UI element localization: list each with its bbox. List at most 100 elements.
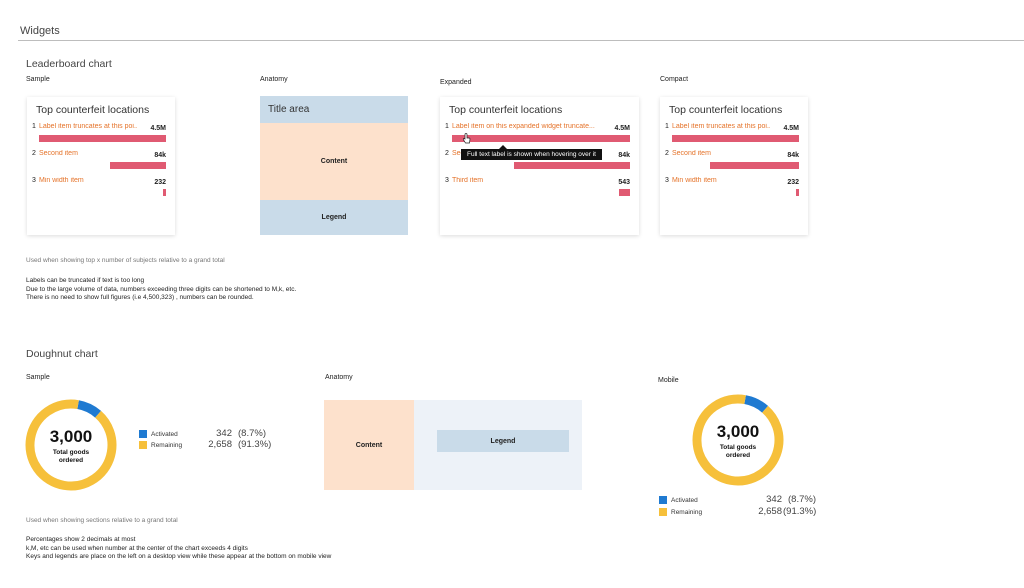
rank-number: 3 (32, 177, 36, 184)
leaderboard-bar (452, 135, 630, 142)
note-line: Keys and legends are place on the left o… (26, 553, 332, 560)
leaderboard-item-value: 4.5M (150, 125, 166, 132)
leaderboard-notes: Labels can be truncated if text is too l… (26, 277, 296, 303)
leaderboard-item-label[interactable]: Third item (452, 177, 484, 184)
doughnut-center-label: Total goods ordered (692, 444, 784, 460)
legend-pct-remaining: (91.3%) (238, 439, 272, 450)
leaderboard-item-value: 84k (618, 152, 630, 159)
card-title: Top counterfeit locations (36, 104, 150, 116)
rank-number: 3 (665, 177, 669, 184)
doughnut-mobile-caption: Mobile (658, 377, 679, 384)
doughnut-sample: 3,000 Total goods ordered (25, 399, 117, 491)
rank-number: 2 (445, 150, 449, 157)
note-line: Labels can be truncated if text is too l… (26, 277, 145, 284)
leaderboard-item-value: 84k (787, 152, 799, 159)
leaderboard-expanded-caption: Expanded (440, 79, 472, 86)
center-label-line: ordered (58, 457, 84, 464)
doughnut-mobile: 3,000 Total goods ordered (692, 394, 784, 486)
leaderboard-item-value: 4.5M (614, 125, 630, 132)
doughnut-center-label: Total goods ordered (25, 449, 117, 465)
legend-pct-activated: (8.7%) (788, 494, 816, 505)
leaderboard-item-value: 84k (154, 152, 166, 159)
anatomy-title-area: Title area (260, 96, 408, 123)
legend-label-remaining: Remaining (671, 509, 703, 516)
leaderboard-item-label[interactable]: Label item truncates at this poi... (39, 123, 137, 130)
leaderboard-sample-card: Top counterfeit locations 1 Label item tr… (27, 97, 175, 235)
rank-number: 2 (32, 150, 36, 157)
tooltip-arrow (499, 145, 507, 149)
leaderboard-item-value: 4.5M (783, 125, 799, 132)
doughnut-notes: Percentages show 2 decimals at most k,M,… (26, 536, 331, 562)
legend-count-activated: 342 (216, 428, 232, 439)
doughnut-sample-caption: Sample (26, 374, 50, 381)
doughnut-anatomy-caption: Anatomy (325, 374, 353, 381)
leaderboard-anatomy-diagram: Title area Content Legend (260, 96, 408, 235)
doughnut-segment-activated[interactable] (25, 399, 117, 491)
leaderboard-anatomy-caption: Anatomy (260, 76, 288, 83)
hand-cursor-icon (462, 133, 471, 144)
legend-count-activated: 342 (766, 494, 782, 505)
anatomy-legend-area: Legend (437, 430, 569, 452)
doughnut-chart (25, 399, 117, 491)
leaderboard-item-label[interactable]: Second item (672, 150, 711, 157)
note-line: k,M, etc can be used when number at the … (26, 544, 248, 552)
note-line: Due to the large volume of data, numbers… (26, 285, 297, 293)
leaderboard-item-label[interactable]: Label item on this expanded widget trunc… (452, 123, 595, 130)
leaderboard-sample-caption: Sample (26, 76, 50, 83)
note-line: There is no need to show full figures (i… (26, 294, 254, 301)
leaderboard-bar (796, 189, 799, 196)
doughnut-total: 3,000 (716, 422, 760, 441)
legend-label-activated: Activated (151, 431, 178, 438)
leaderboard-item-value: 232 (787, 179, 799, 186)
card-title: Top counterfeit locations (669, 104, 783, 116)
leaderboard-bar (619, 189, 630, 196)
legend-label-remaining: Remaining (151, 442, 183, 449)
leaderboard-item-label[interactable]: Min width item (672, 177, 717, 184)
card-title: Top counterfeit locations (449, 104, 563, 116)
doughnut-total: 3,000 (49, 427, 93, 446)
rank-number: 1 (445, 123, 449, 130)
doughnut-section-title: Doughnut chart (26, 348, 98, 360)
leaderboard-compact-card: Top counterfeit locations 1 Label item tr… (660, 97, 808, 235)
anatomy-legend-area: Legend (260, 200, 408, 235)
hover-tooltip: Full text label is shown when hovering o… (461, 149, 602, 160)
leaderboard-usage-note: Used when showing top x number of subjec… (26, 257, 225, 264)
doughnut-segment-remaining[interactable] (692, 394, 784, 486)
leaderboard-bar (710, 162, 799, 169)
legend-swatch-activated (139, 430, 147, 438)
leaderboard-item-label[interactable]: Second item (39, 150, 78, 157)
leaderboard-bar (163, 189, 166, 196)
page-title: Widgets (20, 25, 60, 37)
page-divider (18, 40, 1024, 41)
leaderboard-item-label[interactable]: Label item truncates at this poi... (672, 123, 770, 130)
legend-swatch-activated (659, 496, 667, 504)
legend-label-activated: Activated (671, 497, 698, 504)
doughnut-usage-note: Used when showing sections relative to a… (26, 517, 178, 524)
rank-number: 3 (445, 177, 449, 184)
leaderboard-bar (672, 135, 799, 142)
legend-pct-activated: (8.7%) (238, 428, 266, 439)
leaderboard-bar (39, 135, 166, 142)
legend-pct-remaining: (91.3%) (783, 506, 817, 517)
doughnut-chart (692, 394, 784, 486)
leaderboard-bar (110, 162, 166, 169)
rank-number: 2 (665, 150, 669, 157)
rank-number: 1 (665, 123, 669, 130)
legend-swatch-remaining (139, 441, 147, 449)
leaderboard-expanded-card: Top counterfeit locations 1 Label item on… (440, 97, 639, 235)
leaderboard-compact-caption: Compact (660, 76, 689, 83)
anatomy-content-area: Content (324, 400, 414, 490)
legend-swatch-remaining (659, 508, 667, 516)
leaderboard-section-title: Leaderboard chart (26, 58, 112, 70)
note-line: Percentages show 2 decimals at most (26, 536, 136, 543)
center-label-line: Total goods (719, 444, 757, 451)
center-label-line: Total goods (52, 449, 90, 456)
leaderboard-item-label[interactable]: Min width item (39, 177, 84, 184)
leaderboard-bar (514, 162, 630, 169)
anatomy-content-area: Content (260, 123, 408, 200)
leaderboard-item-value: 543 (618, 179, 630, 186)
center-label-line: ordered (725, 452, 751, 459)
rank-number: 1 (32, 123, 36, 130)
legend-count-remaining: 2,658 (758, 506, 782, 517)
doughnut-anatomy-diagram: Content Legend (324, 400, 582, 490)
